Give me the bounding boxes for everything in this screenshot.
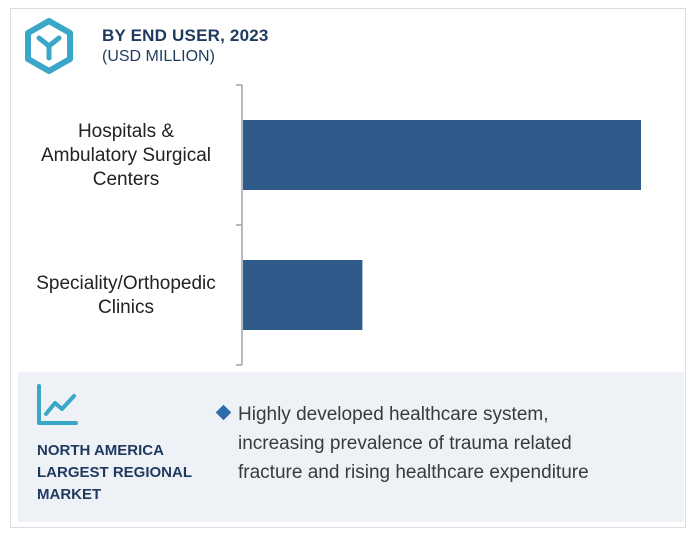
category-label-1: Speciality/Orthopedic Clinics xyxy=(36,273,216,318)
bar-0 xyxy=(243,120,641,190)
insight-line-3: fracture and rising healthcare expenditu… xyxy=(238,462,589,483)
category-label-0-line-0: Hospitals & xyxy=(78,121,174,142)
bar-1 xyxy=(243,260,363,330)
y-axis-line xyxy=(236,84,243,366)
category-label-1-line-1: Clinics xyxy=(98,297,154,318)
region-label: NORTH AMERICA LARGEST REGIONAL MARKET xyxy=(37,440,217,506)
insight-line-1: Highly developed healthcare system, xyxy=(238,404,549,425)
bar-chart: Hospitals & Ambulatory Surgical Centers Spe… xyxy=(36,84,641,366)
insight-text: Highly developed healthcare system, incr… xyxy=(238,400,658,487)
region-line-1: NORTH AMERICA xyxy=(37,442,164,459)
diamond-bullet-icon xyxy=(215,404,232,421)
category-label-0: Hospitals & Ambulatory Surgical Centers xyxy=(41,121,211,190)
region-line-3: MARKET xyxy=(37,486,102,503)
insight-line-2: increasing prevalence of trauma related xyxy=(238,433,572,454)
region-line-2: LARGEST REGIONAL xyxy=(37,464,193,481)
hexagon-y-logo-icon xyxy=(25,18,73,74)
category-label-0-line-2: Centers xyxy=(93,169,160,190)
regional-panel: NORTH AMERICA LARGEST REGIONAL MARKET Hi… xyxy=(18,372,684,522)
category-label-0-line-1: Ambulatory Surgical xyxy=(41,145,211,166)
chart-subtitle: (USD MILLION) xyxy=(102,48,215,65)
header: BY END USER, 2023 (USD MILLION) xyxy=(24,18,664,78)
category-label-1-line-0: Speciality/Orthopedic xyxy=(36,273,216,294)
trend-line-icon xyxy=(37,384,78,425)
chart-title: BY END USER, 2023 xyxy=(102,26,269,45)
